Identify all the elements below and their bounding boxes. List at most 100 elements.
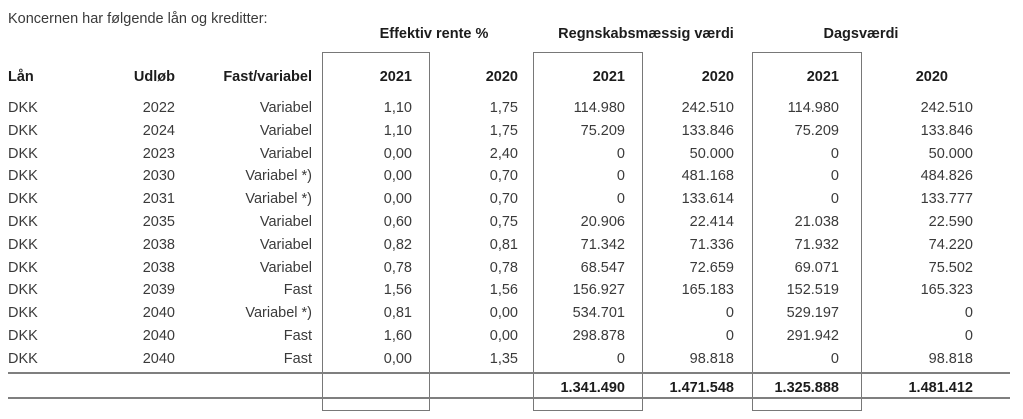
table-row: DKK 2039 Fast 1,56 1,56 156.927 165.183 152.519…: [0, 279, 1023, 302]
highlight-box-effective-rate-2021: [322, 52, 430, 411]
table-row: DKK 2040 Fast 1,60 0,00 298.878 0 291.942 0: [0, 325, 1023, 348]
cell-carrying-2021: 20.906: [580, 214, 625, 230]
column-group-header-carrying-amount: Regnskabsmæssig værdi: [558, 26, 734, 42]
cell-carrying-2020: 0: [725, 305, 734, 321]
cell-effective-rate-2021: 0,81: [383, 305, 412, 321]
table-row: DKK 2040 Fast 0,00 1,35 0 98.818 0 98.818: [0, 348, 1023, 371]
cell-effective-rate-2021: 1,10: [383, 100, 412, 116]
cell-effective-rate-2021: 0,60: [383, 214, 412, 230]
cell-fair-value-2021: 21.038: [794, 214, 839, 230]
table-row: DKK 2035 Variabel 0,60 0,75 20.906 22.414 21.03…: [0, 211, 1023, 234]
cell-fair-value-2021: 152.519: [786, 282, 839, 298]
totals-bottom-rule: [8, 397, 1010, 399]
cell-fixed-variable: Variabel *): [245, 191, 312, 207]
cell-carrying-2021: 534.701: [572, 305, 625, 321]
cell-loan-currency: DKK: [8, 191, 38, 207]
cell-effective-rate-2020: 1,75: [489, 100, 518, 116]
table-header-row: Lån Udløb Fast/variabel 2021 2020 2021 2…: [0, 66, 1023, 89]
cell-expiry-year: 2031: [142, 191, 175, 207]
highlight-box-fair-value-2021: [752, 52, 862, 411]
cell-carrying-2020: 133.614: [681, 191, 734, 207]
cell-fair-value-2020: 242.510: [920, 100, 973, 116]
cell-loan-currency: DKK: [8, 260, 38, 276]
cell-carrying-2021: 71.342: [580, 237, 625, 253]
cell-fair-value-2021: 291.942: [786, 328, 839, 344]
cell-expiry-year: 2038: [142, 260, 175, 276]
cell-expiry-year: 2023: [142, 146, 175, 162]
cell-fair-value-2021: 0: [830, 146, 839, 162]
cell-effective-rate-2020: 2,40: [489, 146, 518, 162]
cell-fair-value-2020: 0: [964, 328, 973, 344]
cell-loan-currency: DKK: [8, 123, 38, 139]
total-fair-value-2020: 1.481.412: [908, 380, 973, 396]
cell-carrying-2021: 0: [616, 168, 625, 184]
totals-row: 1.341.490 1.471.548 1.325.888 1.481.412: [0, 378, 1023, 399]
cell-effective-rate-2020: 1,56: [489, 282, 518, 298]
cell-fair-value-2020: 165.323: [920, 282, 973, 298]
cell-fair-value-2021: 0: [830, 351, 839, 367]
cell-loan-currency: DKK: [8, 146, 38, 162]
column-group-header-effective-rate: Effektiv rente %: [379, 26, 489, 42]
cell-carrying-2021: 0: [616, 146, 625, 162]
cell-effective-rate-2020: 0,81: [489, 237, 518, 253]
cell-fair-value-2020: 22.590: [928, 214, 973, 230]
cell-carrying-2021: 75.209: [580, 123, 625, 139]
column-header-expiry: Udløb: [133, 69, 175, 85]
cell-effective-rate-2021: 0,00: [383, 351, 412, 367]
column-header-effective-rate-2020: 2020: [485, 69, 518, 85]
cell-expiry-year: 2022: [142, 100, 175, 116]
cell-loan-currency: DKK: [8, 100, 38, 116]
cell-fixed-variable: Variabel: [259, 260, 312, 276]
cell-fixed-variable: Fast: [283, 328, 312, 344]
cell-fair-value-2020: 50.000: [928, 146, 973, 162]
cell-expiry-year: 2040: [142, 351, 175, 367]
cell-fair-value-2021: 71.932: [794, 237, 839, 253]
cell-expiry-year: 2039: [142, 282, 175, 298]
cell-effective-rate-2021: 0,78: [383, 260, 412, 276]
cell-loan-currency: DKK: [8, 214, 38, 230]
cell-fixed-variable: Fast: [283, 351, 312, 367]
cell-effective-rate-2020: 0,70: [489, 191, 518, 207]
table-row: DKK 2023 Variabel 0,00 2,40 0 50.000 0 50.000: [0, 143, 1023, 166]
cell-effective-rate-2021: 1,56: [383, 282, 412, 298]
cell-carrying-2020: 242.510: [681, 100, 734, 116]
cell-fixed-variable: Variabel: [259, 123, 312, 139]
column-header-loan: Lån: [8, 69, 34, 85]
cell-loan-currency: DKK: [8, 328, 38, 344]
column-header-fair-value-2020: 2020: [915, 69, 948, 85]
column-header-carrying-2020: 2020: [701, 69, 734, 85]
cell-expiry-year: 2040: [142, 328, 175, 344]
cell-carrying-2020: 0: [725, 328, 734, 344]
cell-fixed-variable: Variabel: [259, 100, 312, 116]
cell-fair-value-2020: 484.826: [920, 168, 973, 184]
total-carrying-2020: 1.471.548: [669, 380, 734, 396]
cell-fair-value-2021: 0: [830, 191, 839, 207]
cell-carrying-2020: 72.659: [689, 260, 734, 276]
cell-fixed-variable: Variabel *): [245, 305, 312, 321]
column-header-fair-value-2021: 2021: [806, 69, 839, 85]
column-header-carrying-2021: 2021: [592, 69, 625, 85]
highlight-box-carrying-amount-2021: [533, 52, 643, 411]
cell-loan-currency: DKK: [8, 282, 38, 298]
cell-fixed-variable: Variabel *): [245, 168, 312, 184]
cell-fair-value-2020: 0: [964, 305, 973, 321]
cell-fair-value-2021: 69.071: [794, 260, 839, 276]
cell-carrying-2020: 50.000: [689, 146, 734, 162]
cell-fair-value-2020: 75.502: [928, 260, 973, 276]
cell-effective-rate-2020: 0,00: [489, 328, 518, 344]
table-row: DKK 2024 Variabel 1,10 1,75 75.209 133.846 75.2…: [0, 120, 1023, 143]
cell-expiry-year: 2035: [142, 214, 175, 230]
cell-carrying-2020: 133.846: [681, 123, 734, 139]
cell-carrying-2020: 165.183: [681, 282, 734, 298]
cell-fair-value-2021: 529.197: [786, 305, 839, 321]
column-header-fixed-variable: Fast/variabel: [223, 69, 312, 85]
cell-carrying-2021: 68.547: [580, 260, 625, 276]
cell-carrying-2020: 98.818: [689, 351, 734, 367]
cell-effective-rate-2021: 1,10: [383, 123, 412, 139]
cell-effective-rate-2020: 1,75: [489, 123, 518, 139]
cell-effective-rate-2020: 0,00: [489, 305, 518, 321]
cell-fair-value-2021: 0: [830, 168, 839, 184]
total-fair-value-2021: 1.325.888: [774, 380, 839, 396]
totals-top-rule: [8, 372, 1010, 374]
cell-expiry-year: 2030: [142, 168, 175, 184]
